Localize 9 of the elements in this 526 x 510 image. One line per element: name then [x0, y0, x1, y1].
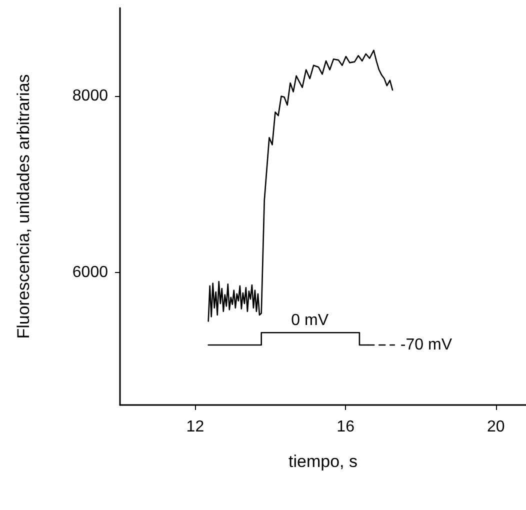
x-tick-label: 16 — [336, 418, 355, 436]
x-axis-title: tiempo, s — [288, 452, 358, 471]
annotation: -70 mV — [400, 336, 452, 354]
y-axis-title: Fluorescencia, unidades arbitrarias — [14, 74, 33, 339]
x-tick-label: 20 — [487, 418, 505, 436]
annotation: 0 mV — [291, 312, 329, 330]
x-tick-label: 12 — [186, 418, 204, 436]
y-tick-label: 6000 — [72, 264, 108, 282]
y-tick-label: 8000 — [72, 88, 108, 105]
